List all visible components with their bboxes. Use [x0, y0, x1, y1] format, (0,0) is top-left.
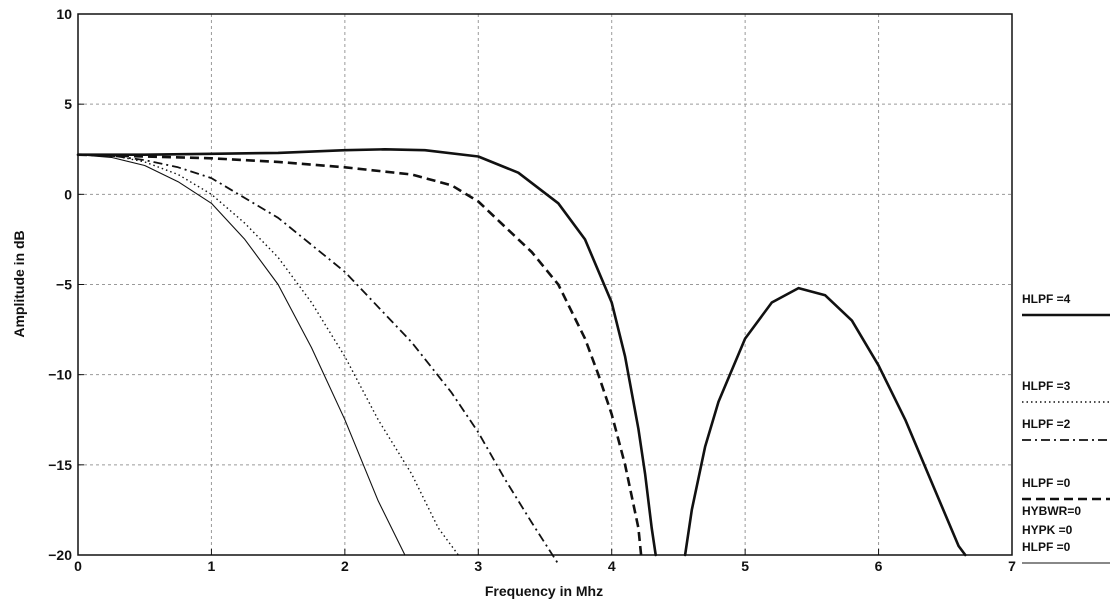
x-axis-label: Frequency in Mhz [485, 583, 603, 599]
y-tick-label-1: 5 [64, 96, 72, 112]
y-tick-label-2: 0 [64, 186, 72, 202]
y-axis-ticks: 10 5 0 −5 −10 −15 −20 [48, 6, 84, 563]
x-tick-label-3: 3 [474, 558, 482, 574]
series-line-4 [77, 153, 643, 556]
series-line-1 [683, 286, 967, 557]
legend-label-5: HYPK =0 [1022, 523, 1073, 537]
legend-label-1: HLPF =3 [1022, 379, 1071, 393]
y-tick-label-3: −5 [56, 277, 72, 293]
grid-lines [78, 14, 1012, 555]
x-tick-label-0: 0 [74, 558, 82, 574]
series-line-5 [77, 154, 406, 556]
x-axis-ticks: 0 1 2 3 4 5 6 7 [74, 549, 1016, 574]
series-line-2 [77, 154, 459, 556]
legend-label-4: HYBWR=0 [1022, 504, 1081, 518]
x-tick-label-5: 5 [741, 558, 749, 574]
series-line-3 [77, 153, 560, 565]
x-tick-label-6: 6 [875, 558, 883, 574]
legend-label-3: HLPF =0 [1022, 476, 1071, 490]
legend: HLPF =4 HLPF =3 HLPF =2 HLPF =0 HYBWR=0 HYPK … [1022, 292, 1110, 564]
series-line-0 [76, 148, 658, 557]
x-tick-label-2: 2 [341, 558, 349, 574]
y-tick-label-0: 10 [56, 6, 72, 22]
plot-curves [76, 148, 967, 565]
y-tick-label-6: −20 [48, 547, 72, 563]
y-tick-label-5: −15 [48, 457, 72, 473]
y-tick-label-4: −10 [48, 367, 72, 383]
x-tick-label-4: 4 [608, 558, 616, 574]
x-tick-label-7: 7 [1008, 558, 1016, 574]
legend-label-0: HLPF =4 [1022, 292, 1071, 306]
legend-label-6: HLPF =0 [1022, 540, 1071, 554]
y-axis-label: Amplitude in dB [11, 230, 27, 337]
x-tick-label-1: 1 [208, 558, 216, 574]
legend-label-2: HLPF =2 [1022, 417, 1071, 431]
